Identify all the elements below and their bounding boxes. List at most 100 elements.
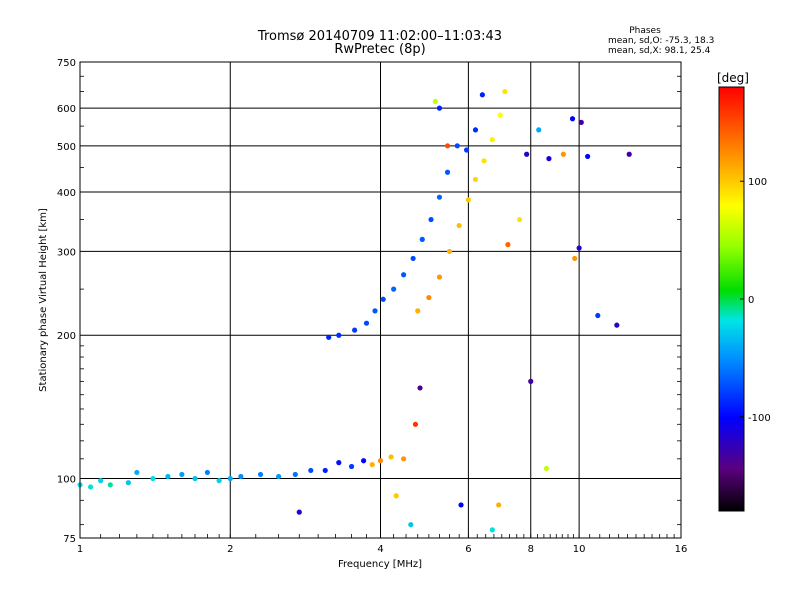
y-tick-label: 600 [57, 104, 76, 115]
echo-point [372, 308, 378, 314]
echo-point [204, 469, 211, 476]
echo-point [432, 98, 438, 104]
echo-point [456, 222, 462, 229]
echo-point [576, 245, 582, 251]
x-axis-label: Frequency [MHz] [338, 559, 422, 570]
x-tick-label: 8 [528, 544, 534, 555]
echo-point [276, 473, 282, 480]
echo-point [454, 143, 460, 149]
echo-point [626, 151, 632, 157]
chart-subtitle: RwPretec (8p) [334, 42, 425, 57]
x-tick-label: 6 [465, 544, 471, 555]
echo-point [595, 312, 601, 319]
echo-point [419, 236, 425, 242]
echo-point [497, 112, 503, 118]
x-tick-label: 10 [573, 544, 586, 555]
echo-point [472, 176, 479, 183]
phases-box-o-line: mean, sd,O: -75.3, 18.3 [608, 36, 714, 46]
echo-point [426, 294, 432, 301]
echo-point [292, 471, 298, 478]
x-tick-label: 4 [377, 544, 383, 555]
echo-point [436, 274, 443, 280]
echo-point [458, 502, 464, 508]
y-tick-label: 300 [57, 247, 76, 258]
y-tick-label: 500 [57, 142, 76, 153]
echo-point [505, 242, 511, 248]
echo-point [543, 465, 550, 472]
y-tick-label: 75 [63, 534, 76, 545]
y-tick-label: 400 [57, 188, 76, 199]
echo-point [412, 421, 419, 427]
echo-point [348, 463, 355, 470]
echo-point [572, 255, 578, 262]
echo-point [227, 475, 233, 482]
echo-point [380, 296, 386, 302]
plot-frame [79, 61, 682, 539]
axis-ticks: 1 2 4 6 8 10 16 75 100 200 300 400 500 600 750 [57, 58, 687, 555]
echo-point [410, 255, 416, 262]
echo-point [479, 92, 485, 98]
echo-point [417, 385, 423, 391]
echo-point [322, 467, 328, 474]
echo-point [393, 493, 399, 499]
echo-point [336, 332, 342, 338]
colorbar-tick-label: 100 [748, 177, 767, 188]
x-tick-label: 1 [77, 544, 83, 555]
echo-point [238, 473, 244, 480]
echo-point [463, 147, 470, 153]
echo-point [388, 454, 394, 460]
echo-point [614, 322, 620, 328]
phases-box-title: Phases [629, 26, 661, 36]
echo-point [444, 143, 451, 149]
x-tick-label: 2 [227, 544, 233, 555]
colorbar-label: [deg] [717, 71, 749, 85]
echo-point [401, 456, 407, 462]
echo-point [465, 197, 471, 203]
colorbar-tick-label: 0 [748, 295, 754, 306]
x-tick-label: 16 [675, 544, 688, 555]
echo-point [472, 127, 479, 133]
echo-point [481, 158, 487, 164]
echo-point [336, 460, 342, 466]
echo-point [369, 461, 375, 468]
echo-point [408, 522, 414, 528]
chart-title: Tromsø 20140709 11:02:00–11:03:43 [257, 29, 502, 44]
colorbar-tick-label: -100 [748, 413, 771, 424]
echo-point [165, 473, 171, 480]
echo-point [134, 469, 140, 476]
echo-point [257, 471, 264, 478]
echo-point [363, 320, 370, 326]
echo-point [428, 216, 434, 223]
echo-point [308, 467, 314, 474]
echo-point [569, 116, 576, 122]
echo-point [436, 194, 443, 200]
grid-lines [80, 62, 681, 538]
echo-point [352, 327, 358, 333]
echo-point [179, 471, 185, 478]
y-tick-label: 200 [57, 331, 76, 342]
echo-point [216, 478, 222, 484]
echo-point [585, 153, 591, 160]
echo-point [192, 475, 198, 482]
echo-point [444, 169, 451, 175]
colorbar-ticks: 100 0 -100 [740, 177, 771, 424]
echo-point [87, 484, 94, 490]
echo-point [546, 156, 552, 162]
echo-point [296, 509, 302, 515]
y-axis-label: Stationary phase Virtual Height [km] [38, 208, 49, 392]
phases-box-x-line: mean, sd,X: 98.1, 25.4 [608, 46, 711, 56]
colorbar [718, 86, 745, 512]
echo-point [415, 308, 421, 314]
echo-points [77, 88, 632, 533]
echo-point [361, 458, 367, 464]
echo-point [377, 458, 384, 464]
echo-point [436, 105, 443, 111]
echo-point [98, 478, 104, 484]
echo-point [524, 151, 530, 157]
echo-point [107, 482, 113, 488]
y-tick-label: 100 [57, 475, 76, 486]
echo-point [326, 334, 332, 340]
echo-point [502, 88, 508, 95]
